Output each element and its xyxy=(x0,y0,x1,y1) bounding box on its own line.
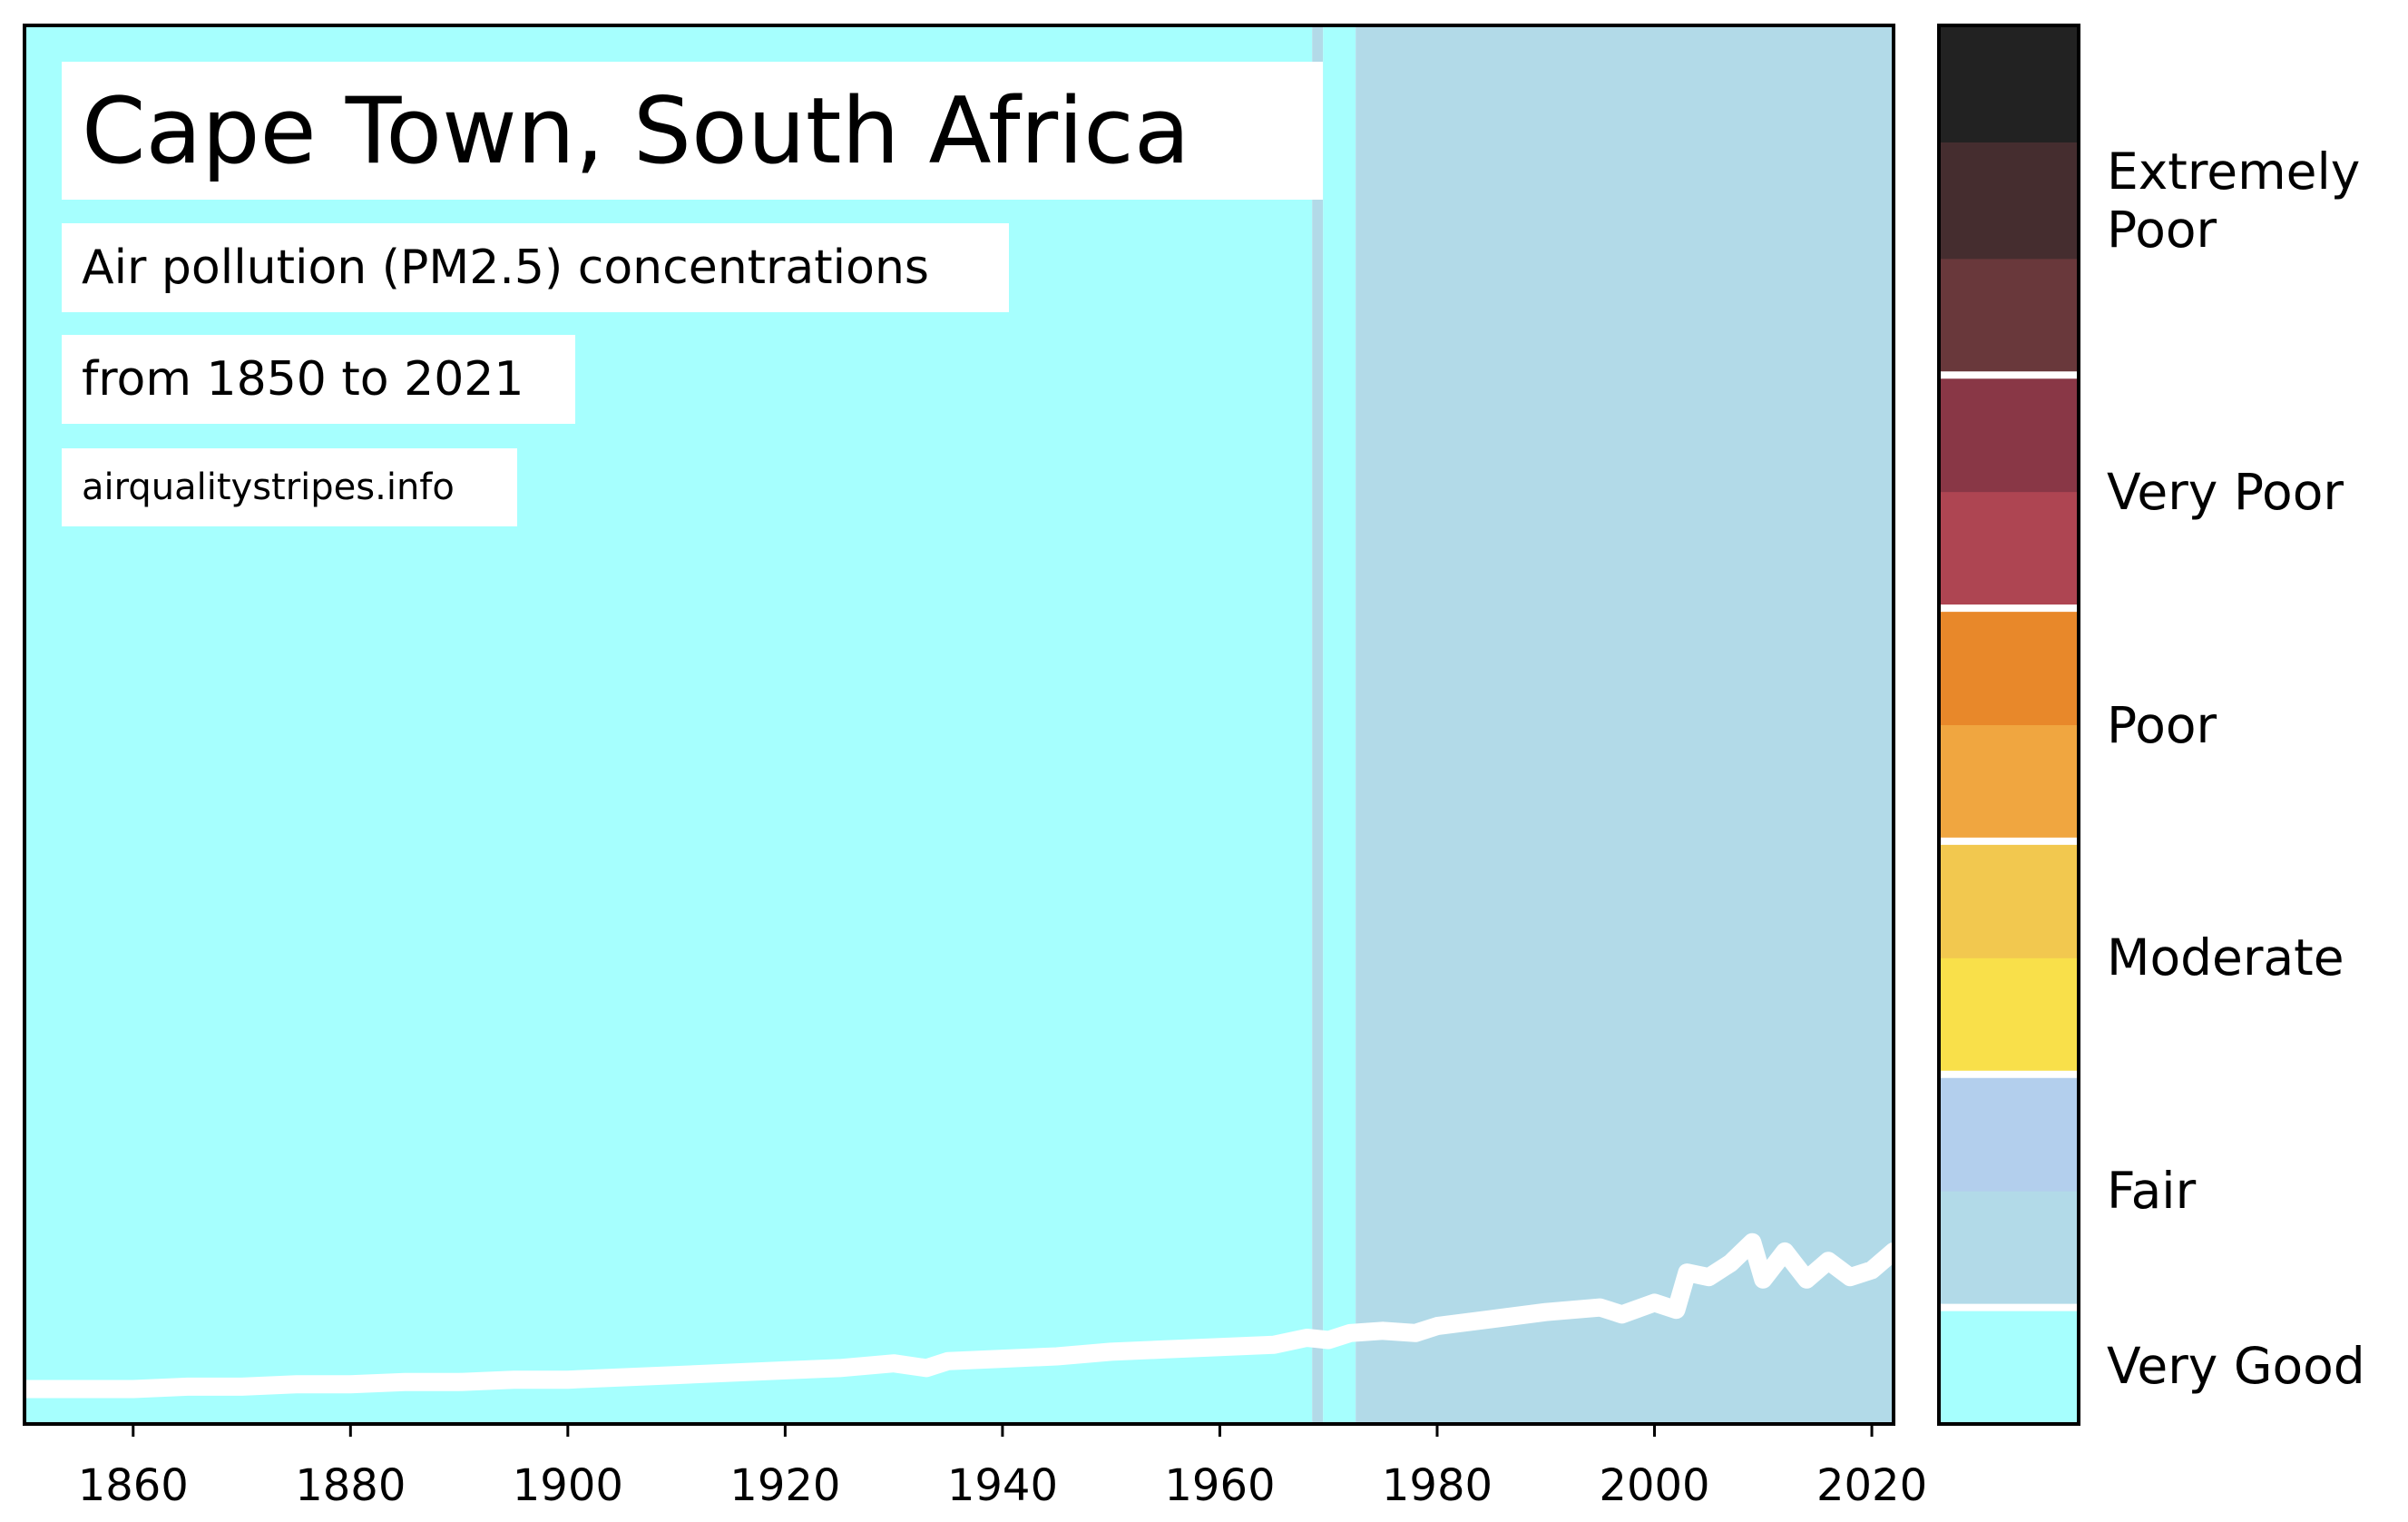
colorbar-segment-2 xyxy=(1939,1074,2079,1192)
colorbar-segment-3 xyxy=(1939,957,2079,1075)
x-tick-label-1880: 1880 xyxy=(295,1460,406,1511)
colorbar-segment-4 xyxy=(1939,840,2079,958)
stripe-1 xyxy=(1312,25,1324,1424)
colorbar-label-fair: Fair xyxy=(2107,1162,2197,1221)
chart-title: Cape Town, South Africa xyxy=(62,62,1323,200)
x-tick-label-1960: 1960 xyxy=(1164,1460,1275,1511)
x-axis: 1860 1880 1900 1920 1940 1960 1980 2000 2020 xyxy=(78,1424,1927,1511)
colorbar-segment-7 xyxy=(1939,491,2079,609)
stripe-2 xyxy=(1323,25,1356,1424)
x-tick-label-1980: 1980 xyxy=(1382,1460,1493,1511)
colorbar xyxy=(1939,25,2079,1425)
colorbar-segment-8 xyxy=(1939,375,2079,493)
x-tick-label-1940: 1940 xyxy=(947,1460,1058,1511)
colorbar-label-extremely-poor: Extremely Poor xyxy=(2107,142,2361,259)
colorbar-label-very-poor: Very Poor xyxy=(2107,462,2344,521)
plot-frame xyxy=(23,24,1895,1426)
colorbar-segment-1 xyxy=(1939,1191,2079,1309)
colorbar-segment-11 xyxy=(1939,25,2079,142)
chart-date-range: from 1850 to 2021 xyxy=(62,335,575,424)
x-tick-label-2020: 2020 xyxy=(1816,1460,1927,1511)
x-tick-label-1860: 1860 xyxy=(78,1460,189,1511)
colorbar-frame xyxy=(1937,24,2080,1426)
colorbar-label-poor: Poor xyxy=(2107,695,2217,754)
chart-source: airqualitystripes.info xyxy=(62,448,517,526)
stripe-3 xyxy=(1356,25,1894,1424)
colorbar-segment-5 xyxy=(1939,724,2079,842)
colorbar-segment-6 xyxy=(1939,608,2079,725)
colorbar-label-moderate: Moderate xyxy=(2107,928,2344,987)
x-tick-label-2000: 2000 xyxy=(1599,1460,1709,1511)
chart-subtitle: Air pollution (PM2.5) concentrations xyxy=(62,223,1009,312)
colorbar-segment-9 xyxy=(1939,258,2079,376)
colorbar-label-very-good: Very Good xyxy=(2107,1336,2365,1395)
colorbar-segment-0 xyxy=(1939,1307,2079,1425)
colorbar-segment-10 xyxy=(1939,142,2079,260)
x-tick-label-1920: 1920 xyxy=(729,1460,840,1511)
x-tick-label-1900: 1900 xyxy=(513,1460,623,1511)
line-layer xyxy=(15,1232,1903,1399)
pm25-series-line xyxy=(15,1232,1903,1399)
